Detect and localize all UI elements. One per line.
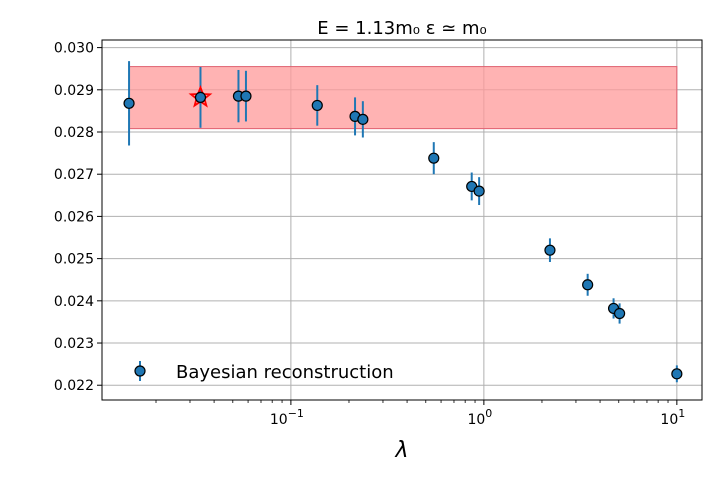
data-point (311, 99, 323, 112)
chart-title: E = 1.13m₀ ε ≃ m₀ (317, 18, 486, 39)
data-point (544, 244, 556, 256)
y-tick-label: 0.030 (54, 41, 94, 57)
data-marks (123, 61, 683, 383)
x-axis: 10−1 100 101 (155, 400, 685, 428)
y-tick-label: 0.029 (54, 83, 94, 99)
data-point (613, 307, 626, 320)
y-tick-label: 0.024 (54, 294, 94, 310)
y-tick-label: 0.028 (54, 125, 94, 141)
y-tick-label: 0.027 (54, 167, 94, 183)
y-tick-label: 0.023 (54, 336, 94, 352)
y-tick-label: 0.025 (54, 252, 94, 268)
reference-band-group (128, 66, 678, 130)
reference-band (128, 66, 678, 130)
data-point (194, 91, 207, 103)
y-axis: 0.022 0.023 0.024 0.025 0.026 0.027 0.028 0.029… (54, 41, 102, 394)
data-point (473, 185, 485, 197)
data-point (582, 279, 594, 291)
plot-frame (101, 39, 703, 401)
data-point (428, 152, 440, 164)
x-tick-label: 100 (467, 407, 492, 428)
legend: Bayesian reconstruction (134, 361, 394, 383)
data-point (671, 368, 683, 380)
x-tick-label: 10−1 (270, 407, 304, 428)
y-tick-label: 0.022 (54, 378, 94, 394)
data-point (240, 90, 252, 102)
y-tick-label: 0.026 (54, 209, 94, 225)
data-point (357, 113, 369, 125)
x-axis-label: λ (394, 438, 408, 463)
legend-label: Bayesian reconstruction (176, 362, 394, 383)
legend-marker (134, 365, 146, 377)
data-point (123, 97, 135, 109)
x-tick-label: 101 (660, 407, 685, 428)
